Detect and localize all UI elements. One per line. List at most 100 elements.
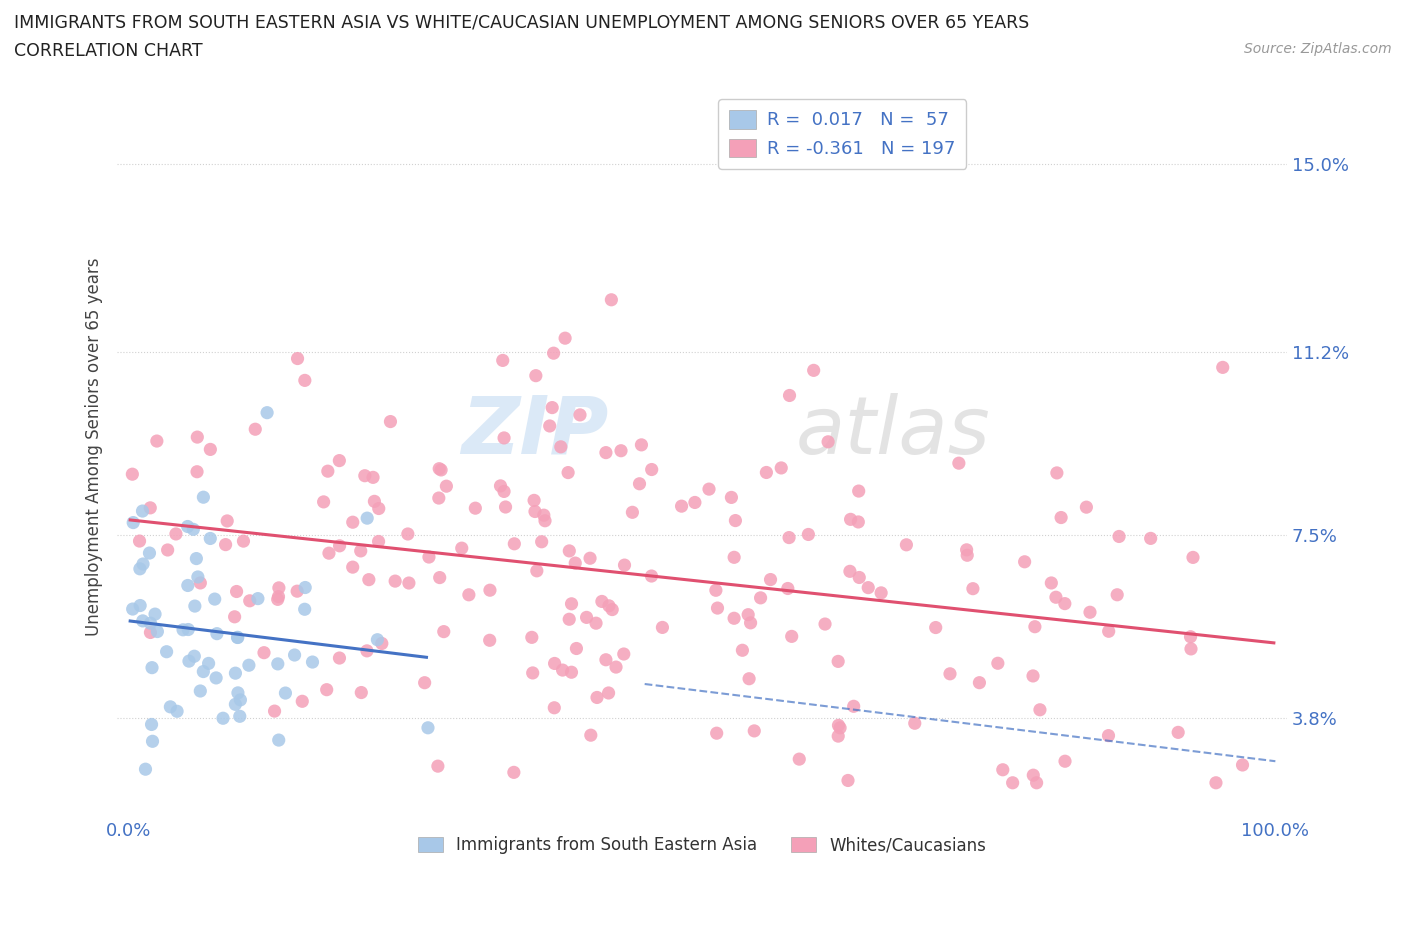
Point (904, 716, 927, 731)
Point (253, 645, 276, 660)
Point (356, 511, 378, 525)
Point (129, 562, 152, 577)
Point (291, 694, 314, 709)
Point (478, 583, 501, 598)
Point (671, 498, 693, 513)
Point (186, 551, 208, 566)
Point (177, 654, 200, 669)
Point (1182, 550, 1205, 565)
Point (205, 626, 228, 641)
Point (426, 759, 449, 774)
Point (779, 388, 801, 403)
Point (683, 495, 706, 510)
Point (737, 607, 759, 622)
Point (605, 659, 627, 674)
Point (621, 505, 644, 520)
Point (418, 550, 440, 565)
Point (939, 667, 962, 682)
Point (284, 647, 307, 662)
Point (121, 602, 143, 617)
Point (232, 534, 254, 549)
Point (246, 591, 269, 606)
Point (427, 461, 450, 476)
Point (543, 656, 565, 671)
Point (541, 400, 564, 415)
Point (565, 641, 588, 656)
Point (128, 534, 150, 549)
Point (503, 537, 526, 551)
Point (557, 465, 579, 480)
Point (214, 538, 236, 552)
Point (353, 469, 375, 484)
Point (212, 711, 235, 725)
Point (846, 514, 869, 529)
Point (1098, 624, 1121, 639)
Point (598, 685, 620, 700)
Point (427, 491, 450, 506)
Point (457, 588, 479, 603)
Point (193, 490, 215, 505)
Point (238, 658, 260, 672)
Point (146, 433, 169, 448)
Point (828, 721, 851, 736)
Point (398, 576, 420, 591)
Point (146, 624, 169, 639)
Point (193, 664, 215, 679)
Point (948, 456, 970, 471)
Point (357, 572, 380, 587)
Point (543, 346, 565, 361)
Point (560, 665, 582, 680)
Point (731, 643, 754, 658)
Point (200, 442, 222, 457)
Point (1022, 768, 1045, 783)
Point (755, 465, 778, 480)
Point (315, 683, 337, 698)
Text: atlas: atlas (796, 392, 990, 471)
Point (434, 479, 457, 494)
Point (575, 610, 598, 625)
Point (502, 764, 524, 779)
Point (640, 568, 662, 583)
Point (256, 405, 278, 420)
Point (827, 718, 849, 733)
Point (413, 675, 436, 690)
Point (363, 494, 385, 509)
Point (1053, 596, 1076, 611)
Point (224, 697, 246, 711)
Point (1212, 360, 1234, 375)
Point (478, 632, 501, 647)
Point (610, 444, 633, 458)
Point (139, 500, 162, 515)
Point (530, 535, 553, 550)
Point (740, 616, 762, 631)
Point (600, 292, 623, 307)
Point (1022, 669, 1045, 684)
Point (245, 422, 267, 437)
Point (342, 560, 364, 575)
Point (495, 499, 517, 514)
Point (1232, 758, 1254, 773)
Point (613, 558, 636, 573)
Point (129, 598, 152, 613)
Point (770, 460, 793, 475)
Point (706, 601, 728, 616)
Point (132, 614, 155, 629)
Point (172, 622, 194, 637)
Point (969, 675, 991, 690)
Point (367, 501, 389, 516)
Point (350, 543, 373, 558)
Point (1014, 554, 1036, 569)
Point (613, 646, 636, 661)
Point (122, 515, 145, 530)
Point (489, 478, 512, 493)
Point (776, 581, 799, 596)
Point (342, 515, 364, 530)
Point (595, 652, 617, 667)
Point (814, 617, 837, 631)
Point (706, 725, 728, 740)
Point (155, 644, 177, 659)
Point (1050, 510, 1073, 525)
Point (534, 513, 557, 528)
Point (267, 591, 290, 606)
Point (1046, 466, 1069, 481)
